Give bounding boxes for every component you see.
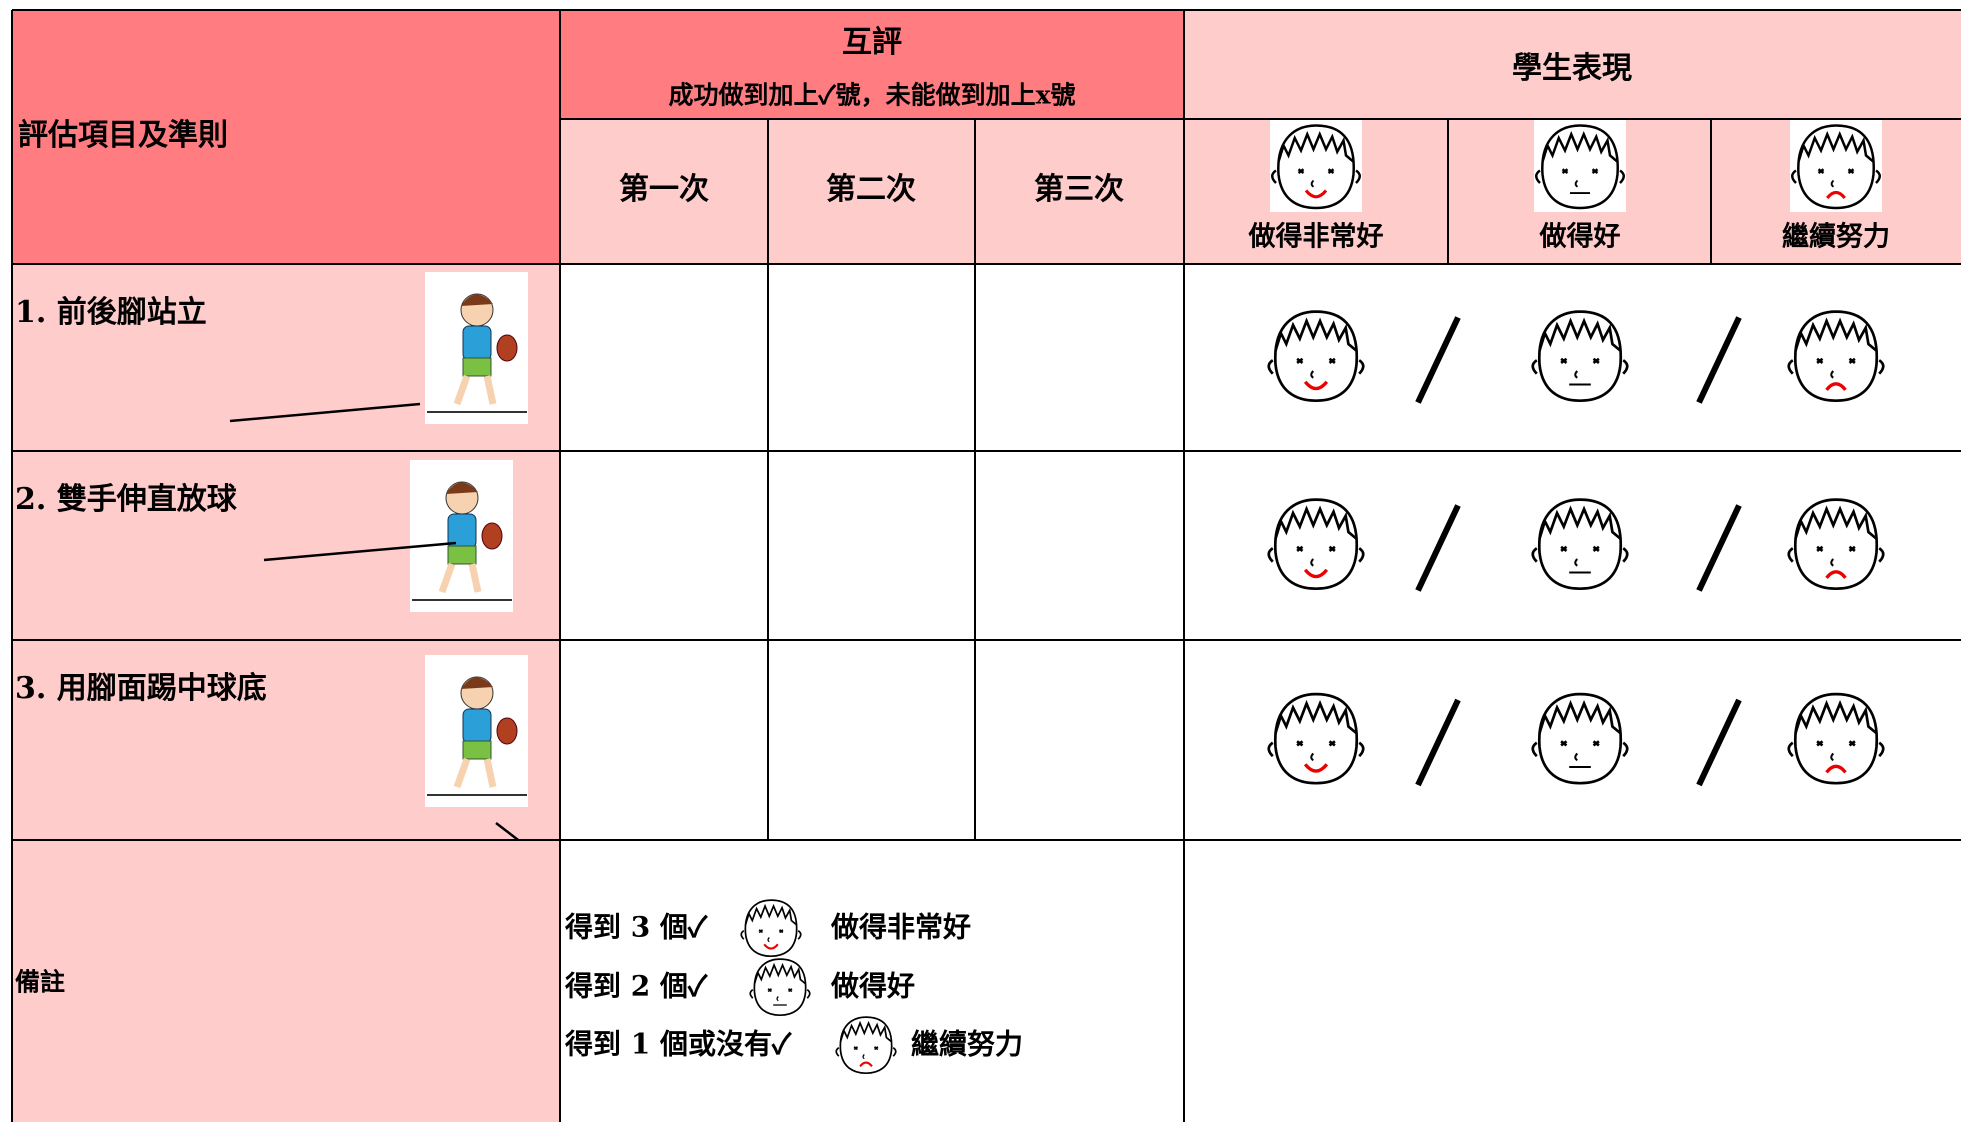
level-label: 繼續努力: [1782, 221, 1890, 253]
face-icon: [1269, 500, 1364, 589]
slash: [1415, 504, 1461, 592]
attempt-label: 第三次: [1034, 172, 1124, 207]
peer-instruction: 成功做到加上✓號，未能做到加上x號: [669, 81, 1076, 110]
level-label: 做得好: [1539, 222, 1621, 253]
criteria-text: 1. 前後腳站立: [15, 295, 207, 330]
face-icon: [1789, 312, 1884, 401]
header: 評估項目及準則 互評 成功做到加上✓號，未能做到加上x號 學生表現: [12, 10, 1961, 264]
peer-title: 互評: [842, 25, 902, 60]
remark-level: 繼續努力: [911, 1028, 1023, 1061]
face-icon: [1269, 312, 1364, 401]
attempt-label: 第二次: [826, 172, 916, 207]
face-icon: [1789, 694, 1884, 783]
remarks-label: 備註: [15, 968, 65, 997]
face-icon: [1789, 500, 1884, 589]
performance-title: 學生表現: [1512, 51, 1632, 86]
face-icon: [1269, 694, 1364, 783]
face-icon: [1533, 694, 1628, 783]
slash: [1415, 316, 1461, 404]
face-icon: [1533, 500, 1628, 589]
slash: [1415, 698, 1461, 787]
slash: [1696, 504, 1742, 592]
attempts-header: [560, 119, 1184, 264]
grid: [11, 9, 1961, 1122]
face-icon: [836, 1017, 896, 1073]
criteria-header: [12, 10, 560, 264]
criteria-text: 3. 用腳面踢中球底: [15, 671, 267, 706]
level-label: 做得非常好: [1248, 222, 1384, 253]
remark-text: 得到 3 個✓: [564, 911, 708, 944]
slash: [1696, 316, 1742, 404]
criteria-text: 2. 雙手伸直放球: [15, 482, 238, 517]
remark-text: 得到 2 個✓: [564, 970, 708, 1003]
remark-level: 做得好: [830, 970, 915, 1003]
face-icon: [1533, 312, 1628, 401]
face-icon: [750, 959, 810, 1015]
face-icon: [741, 900, 801, 956]
peer-header: [560, 10, 1184, 119]
remark-text: 得到 1 個或沒有✓: [564, 1028, 792, 1061]
remarks-cell: [12, 840, 560, 1122]
remark-level: 做得非常好: [830, 911, 971, 944]
arrow: [229, 402, 421, 423]
criteria-label: 評估項目及準則: [18, 118, 228, 153]
arrow: [263, 541, 457, 562]
slash: [1696, 698, 1742, 787]
attempt-label: 第一次: [619, 172, 709, 207]
